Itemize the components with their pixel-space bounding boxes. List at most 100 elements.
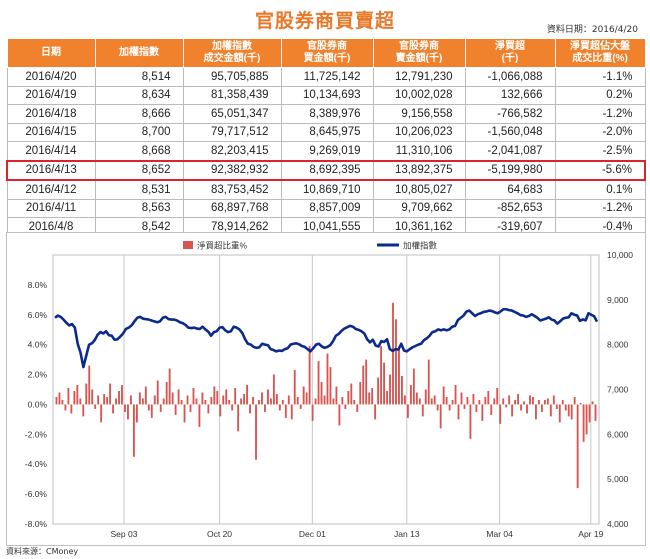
bar	[296, 396, 299, 405]
bar	[213, 386, 216, 405]
data-date-note: 資料日期：2016/4/20	[546, 25, 638, 35]
table-cell: 8,668	[94, 141, 184, 161]
table-cell: 2016/4/13	[6, 159, 96, 181]
bar	[174, 404, 177, 415]
bar	[73, 390, 76, 405]
bar	[272, 374, 275, 405]
bar	[115, 398, 117, 405]
bar	[469, 404, 472, 439]
bar	[511, 404, 514, 417]
table-row: 2016/4/18 8,666 65,051,347 8,389,976 9,156,5…	[6, 104, 646, 124]
bar	[70, 404, 73, 414]
table-cell: 12,791,230	[372, 67, 466, 87]
bar	[472, 393, 475, 405]
bar	[475, 404, 478, 412]
bar	[121, 385, 123, 405]
bar	[409, 385, 412, 405]
bar	[529, 395, 531, 405]
table-cell: 8,692,395	[280, 159, 374, 181]
bar	[255, 404, 257, 460]
bar	[311, 404, 314, 421]
bar	[91, 389, 94, 405]
table-body: 2016/4/20 8,514 95,705,885 11,725,142 12,791…	[6, 67, 646, 237]
bar	[305, 392, 308, 405]
bar	[463, 404, 466, 409]
left-axis-label: 2.0%	[28, 370, 48, 380]
bar	[594, 404, 597, 421]
bar	[284, 404, 287, 418]
column-header: 官股券商 買金額(千)	[280, 38, 374, 68]
left-axis-label: 8.0%	[28, 280, 48, 290]
table-cell: 9,269,019	[280, 141, 374, 161]
table-cell: 8,666	[94, 104, 184, 124]
left-axis-label: 0.0%	[28, 399, 48, 409]
bar	[424, 389, 427, 405]
bar	[225, 389, 228, 405]
chart-frame: Sep 03 Oct 20 Dec 01 Jan 13 Mar 04 Apr 19 -8.0…	[6, 232, 646, 546]
bar	[451, 399, 454, 405]
column-header: 日期	[6, 38, 96, 68]
table-cell: 2016/4/20	[6, 67, 96, 87]
bar	[171, 392, 174, 405]
bar	[418, 398, 421, 405]
bar	[332, 398, 335, 405]
table-cell: 2016/4/18	[6, 104, 96, 124]
bar	[204, 399, 207, 405]
x-tick-label: Sep 03	[111, 529, 138, 539]
bar	[412, 368, 415, 405]
table-cell: 9,156,558	[372, 104, 466, 124]
table-cell: 2016/4/14	[6, 141, 96, 161]
bar	[64, 404, 67, 411]
bar	[317, 361, 320, 405]
bar	[278, 404, 281, 411]
bar	[320, 382, 323, 405]
bar	[356, 404, 359, 412]
bar	[308, 346, 311, 405]
table-cell: -1,560,048	[464, 122, 556, 142]
bar	[237, 404, 240, 432]
bar	[195, 398, 198, 405]
table-cell: 92,382,932	[182, 159, 282, 181]
bar	[439, 404, 442, 429]
bar	[362, 365, 365, 405]
table-cell: 68,897,768	[182, 198, 282, 218]
table-cell: 10,869,710	[280, 179, 374, 200]
table-cell: 2016/4/15	[6, 122, 96, 142]
bar	[585, 404, 588, 435]
bar	[79, 398, 82, 405]
bar	[97, 395, 100, 405]
bar	[76, 385, 79, 405]
bar	[183, 404, 186, 423]
table-cell: -319,607	[464, 217, 556, 237]
table-cell: 8,857,009	[280, 198, 374, 218]
bar	[177, 389, 180, 405]
bar	[287, 395, 290, 405]
right-axis-label: 5,000	[607, 474, 629, 484]
table-row: 2016/4/15 8,700 79,717,512 8,645,975 10,206,…	[6, 122, 646, 142]
bar	[573, 396, 576, 405]
bar	[252, 396, 254, 405]
bar	[517, 393, 520, 405]
table-cell: 8,634	[94, 85, 184, 105]
legend-label-line: 加權指數	[403, 241, 438, 251]
bar	[186, 395, 189, 405]
table-cell: 8,700	[94, 122, 184, 142]
bar	[481, 404, 484, 421]
bar	[535, 404, 537, 420]
table-cell: 10,805,027	[372, 179, 466, 200]
table-cell: 8,531	[94, 179, 184, 200]
index-line	[54, 307, 599, 369]
bar	[67, 388, 70, 405]
bar	[144, 386, 147, 405]
left-axis-label: -6.0%	[25, 489, 48, 499]
bar	[61, 399, 64, 405]
bar	[359, 382, 362, 405]
bar	[403, 395, 406, 405]
bar	[85, 383, 88, 405]
bar	[106, 396, 109, 405]
bar	[246, 385, 249, 405]
table-cell: 132,666	[464, 85, 556, 105]
bar	[460, 392, 463, 405]
bar	[386, 390, 388, 405]
page-title: 官股券商買賣超	[254, 10, 395, 32]
